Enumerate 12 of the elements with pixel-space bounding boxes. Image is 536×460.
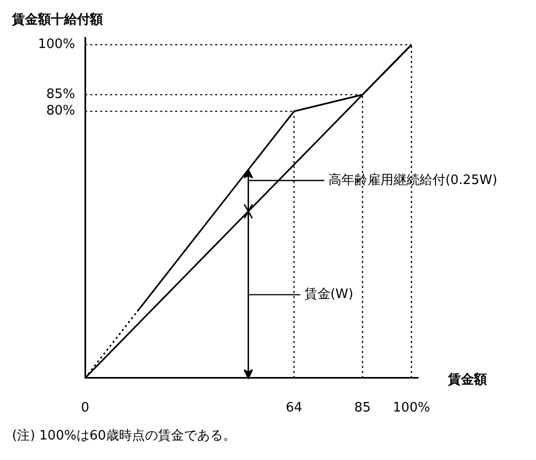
y-tick-label: 100% xyxy=(38,37,76,52)
x-tick-label: 85 xyxy=(354,400,371,416)
x-tick-label: 100% xyxy=(392,400,430,416)
annotation: 賃金(W) xyxy=(304,287,354,302)
y-axis-title: 賃金額十給付額 xyxy=(11,11,103,28)
x-axis-title: 賃金額 xyxy=(447,371,487,388)
y-tick-label: 85% xyxy=(46,87,76,102)
annotation: 高年齢雇用継続給付(0.25W) xyxy=(328,172,498,188)
text: (注) 100%は60歳時点の賃金である。 xyxy=(12,428,236,444)
x-tick-label: 64 xyxy=(286,400,302,416)
y-tick-label: 80% xyxy=(46,104,76,119)
x-tick-label: 0 xyxy=(81,400,90,416)
